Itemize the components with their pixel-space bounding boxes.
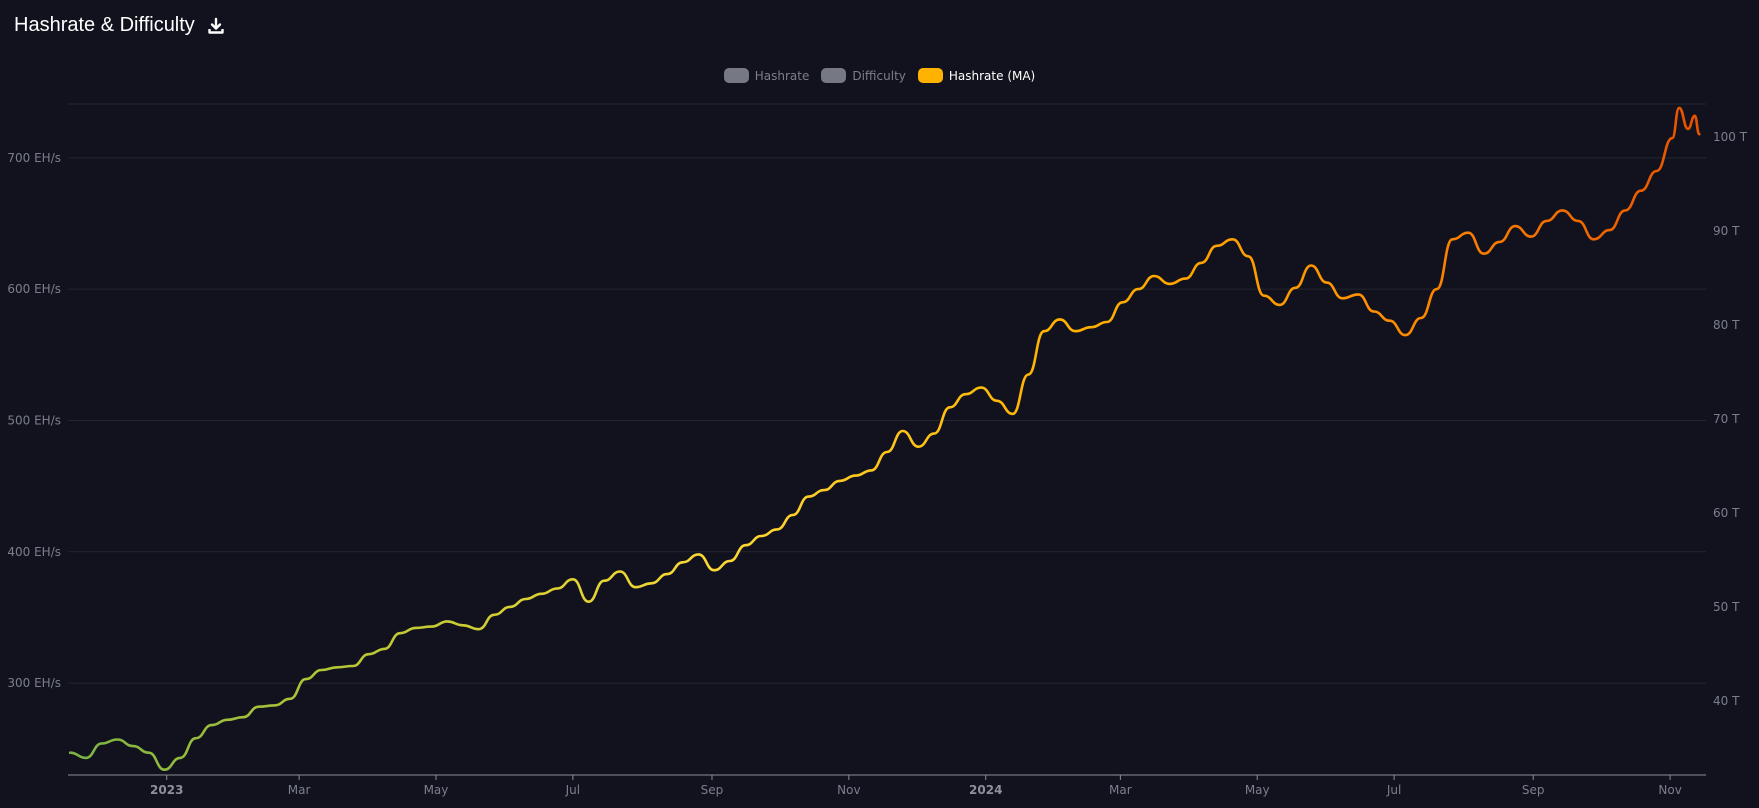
legend-swatch xyxy=(917,68,943,83)
legend-swatch xyxy=(723,68,749,83)
x-tick-label: Sep xyxy=(1522,783,1545,797)
page-title: Hashrate & Difficulty xyxy=(14,14,195,36)
x-tick-label: Mar xyxy=(288,783,311,797)
y-right-tick-label: 80 T xyxy=(1713,318,1740,332)
x-tick-label: Nov xyxy=(837,783,860,797)
x-tick-label: Jul xyxy=(565,783,580,797)
series-line-hashrate-ma xyxy=(68,106,1701,771)
y-tick-label: 600 EH/s xyxy=(7,282,61,296)
legend-item-difficulty[interactable]: Difficulty xyxy=(821,68,906,83)
y-axis-left: 300 EH/s 400 EH/s 500 EH/s 600 EH/s 700 EH/s xyxy=(7,151,61,690)
x-tick-label: Mar xyxy=(1109,783,1132,797)
legend-item-hashrate[interactable]: Hashrate xyxy=(723,68,810,83)
download-icon[interactable] xyxy=(207,17,225,35)
x-tick-label: May xyxy=(1245,783,1270,797)
legend-label: Hashrate xyxy=(754,68,810,83)
x-tick-label: May xyxy=(424,783,449,797)
grid-lines xyxy=(68,103,1706,684)
y-axis-right: 40 T 50 T 60 T 70 T 80 T 90 T 100 T xyxy=(1713,130,1748,708)
y-right-tick-label: 90 T xyxy=(1713,224,1740,238)
y-tick-label: 300 EH/s xyxy=(7,676,61,690)
legend-label: Hashrate (MA) xyxy=(948,68,1036,83)
y-tick-label: 700 EH/s xyxy=(7,151,61,165)
legend-label: Difficulty xyxy=(852,68,906,83)
legend-swatch xyxy=(821,68,847,83)
legend-item-hashrate-ma[interactable]: Hashrate (MA) xyxy=(917,68,1036,83)
x-tick-label: Jul xyxy=(1386,783,1401,797)
chart-header: Hashrate & Difficulty xyxy=(14,14,225,37)
x-tick-label: 2024 xyxy=(969,783,1002,797)
y-right-tick-label: 50 T xyxy=(1713,600,1740,614)
y-right-tick-label: 40 T xyxy=(1713,694,1740,708)
x-tick-label: Sep xyxy=(701,783,724,797)
chart-legend: Hashrate Difficulty Hashrate (MA) xyxy=(0,68,1759,83)
y-tick-label: 400 EH/s xyxy=(7,545,61,559)
x-axis: 2023 Mar May Jul Sep Nov 2024 Mar May Jul Sep Nov xyxy=(68,774,1706,797)
y-right-tick-label: 100 T xyxy=(1713,130,1748,144)
series-group xyxy=(68,106,1701,771)
y-right-tick-label: 70 T xyxy=(1713,412,1740,426)
y-tick-label: 500 EH/s xyxy=(7,413,61,427)
y-right-tick-label: 60 T xyxy=(1713,506,1740,520)
x-tick-label: Nov xyxy=(1658,783,1681,797)
x-tick-label: 2023 xyxy=(150,783,183,797)
